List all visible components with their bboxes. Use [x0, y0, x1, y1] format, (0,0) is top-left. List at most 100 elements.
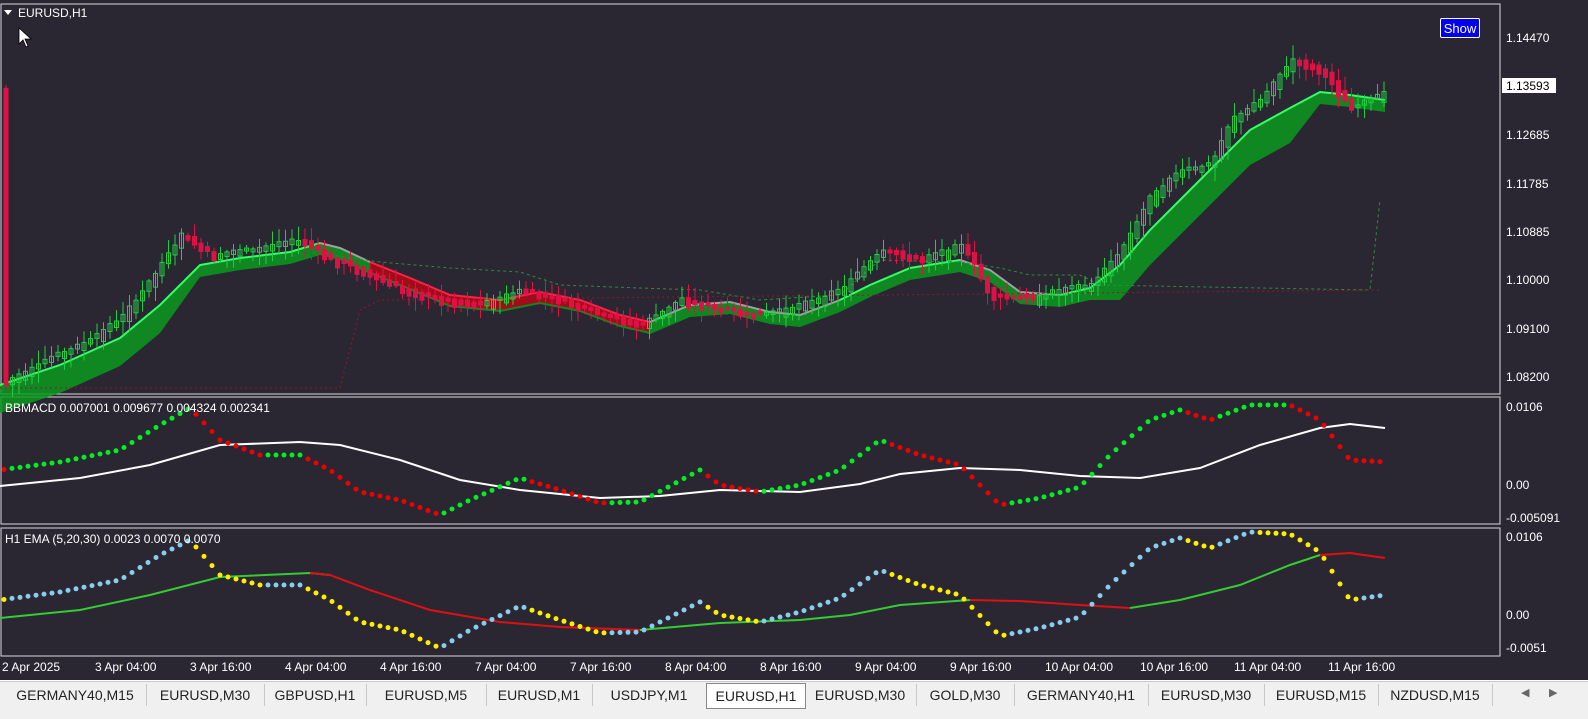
candle-body [686, 297, 691, 308]
ema-dot [1313, 547, 1319, 553]
ema-dot [1353, 596, 1359, 602]
macd-dot [873, 440, 879, 446]
candle-body [367, 269, 373, 278]
ema-line-up [0, 242, 321, 386]
candle-body [1141, 208, 1146, 226]
tab[interactable]: GOLD,M30 [916, 684, 1015, 706]
candle-body [933, 252, 938, 261]
ema-dot [137, 565, 143, 570]
candle-body [1167, 177, 1172, 192]
ema-dot [1201, 543, 1207, 549]
candle-body [978, 263, 984, 280]
ema-dot [9, 595, 15, 601]
macd-dot [417, 505, 423, 510]
ema-tick: 0.0106 [1506, 530, 1543, 544]
candle-body [504, 293, 509, 304]
candle-body [679, 297, 685, 306]
scroll-left-icon[interactable]: ◀ [1521, 687, 1530, 699]
macd-dot [697, 467, 703, 473]
macd-dot [1249, 402, 1255, 408]
candle-body [517, 288, 522, 295]
candle-body [1056, 289, 1062, 296]
candle-body [62, 350, 67, 360]
macd-dot [961, 466, 967, 472]
candle-body [874, 253, 880, 263]
ema-dot [1097, 593, 1103, 599]
candle-body [1180, 169, 1185, 178]
macd-dot [1273, 402, 1279, 408]
tab[interactable]: EURUSD,M30 [146, 684, 265, 706]
macd-dot [313, 460, 319, 466]
price-tick: 1.09100 [1506, 322, 1550, 336]
ema-dot [905, 578, 911, 583]
chart-area[interactable]: EURUSD,H1 BBMACD 0.007001 0.009677 0.004… [0, 0, 1588, 680]
ema-dot [497, 613, 503, 619]
macd-dot [1073, 485, 1079, 491]
tab[interactable]: GERMANY40,H1 [1014, 684, 1149, 706]
candle-body [179, 232, 184, 249]
tab[interactable]: EURUSD,M30 [1148, 684, 1265, 706]
show-button[interactable]: Show [1440, 18, 1480, 38]
macd-dot [1369, 458, 1375, 464]
macd-dot [145, 430, 151, 435]
ema-dot [1137, 554, 1143, 560]
macd-dot [377, 493, 383, 499]
macd-dot [1241, 404, 1247, 410]
macd-dot [1097, 463, 1103, 469]
ema-dot [777, 614, 783, 620]
candle-body [445, 297, 451, 302]
candle-body [1251, 102, 1257, 112]
tab[interactable]: GERMANY40,M15 [4, 684, 147, 706]
tab[interactable]: USDJPY,M1 [592, 684, 707, 706]
collapse-triangle-icon[interactable] [4, 10, 12, 15]
ema-dot [81, 584, 87, 590]
macd-dot [1281, 402, 1287, 408]
ema-trend-line [1129, 554, 1321, 609]
tab[interactable]: GBPUSD,H1 [264, 684, 367, 706]
candle-body [666, 306, 672, 318]
candle-body [543, 291, 548, 298]
tab[interactable]: EURUSD,M15 [1264, 684, 1379, 706]
candle-body [1050, 289, 1055, 296]
ema-dot [1025, 627, 1031, 633]
chart-canvas[interactable]: EURUSD,H1 BBMACD 0.007001 0.009677 0.004… [0, 0, 1588, 680]
price-tick: 1.10000 [1506, 273, 1550, 287]
macd-tick: 0.00 [1506, 478, 1530, 492]
ema-dot [161, 550, 167, 556]
ema-dot [1089, 601, 1095, 607]
tab[interactable]: EURUSD,M1 [486, 684, 593, 706]
ema-dot [665, 615, 671, 621]
tab[interactable]: NZDUSD,M15 [1378, 684, 1493, 706]
candle-body [237, 249, 243, 257]
price-tick: 1.12685 [1506, 128, 1550, 142]
tab[interactable]: EURUSD,M30 [804, 684, 917, 706]
candle-body [738, 309, 743, 317]
ema-dot [513, 605, 519, 611]
macd-dot [721, 483, 727, 489]
macd-dot [321, 464, 327, 470]
macd-dot [233, 443, 239, 449]
ema-dot [201, 553, 207, 559]
candle-body [900, 250, 906, 260]
macd-dot [713, 479, 719, 485]
ema-dot [57, 589, 63, 595]
tab-active[interactable]: EURUSD,H1 [706, 683, 806, 709]
macd-dot [1033, 496, 1039, 502]
ema-tick: 0.00 [1506, 608, 1530, 622]
candle-body [1193, 166, 1198, 171]
macd-dot [385, 495, 391, 501]
ema-dot [1145, 547, 1151, 553]
candle-body [1316, 64, 1322, 75]
ema-dot [73, 586, 79, 592]
candle-body [1063, 286, 1068, 296]
candle-body [660, 310, 665, 320]
ema-dot [1297, 537, 1303, 543]
candle-body [205, 246, 210, 252]
time-tick: 10 Apr 04:00 [1045, 660, 1113, 674]
macd-dot [473, 494, 479, 500]
scroll-right-icon[interactable]: ▶ [1549, 687, 1558, 699]
tab[interactable]: EURUSD,M5 [366, 684, 487, 706]
macd-dot [297, 452, 303, 458]
candle-body [985, 275, 990, 294]
macd-dot [849, 458, 855, 464]
